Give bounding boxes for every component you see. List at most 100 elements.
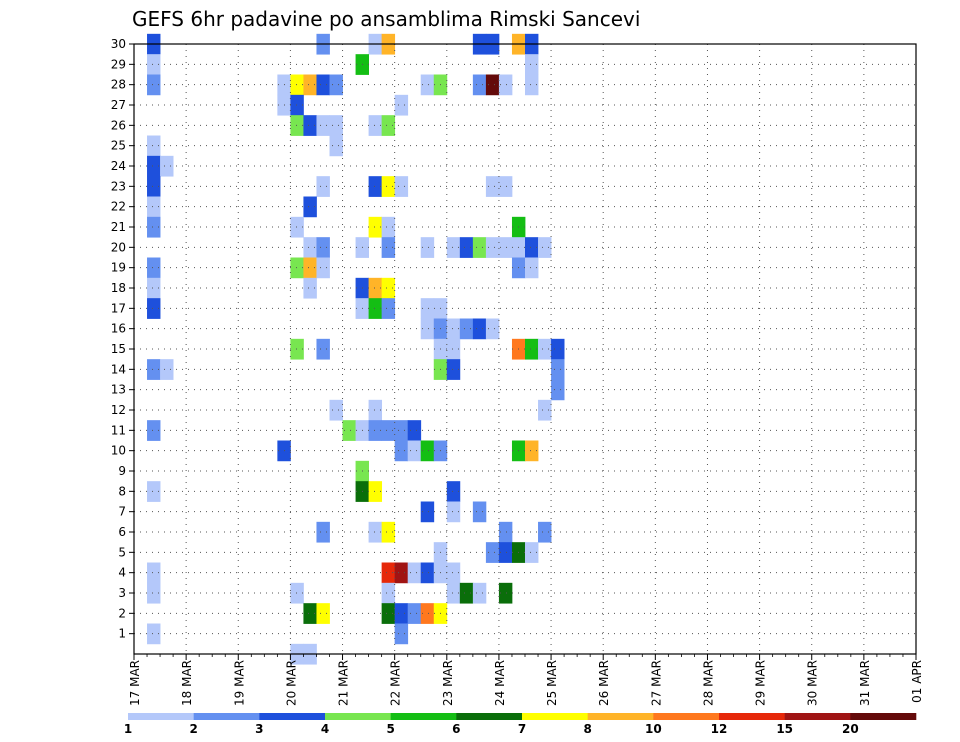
heatmap-cell: [446, 562, 461, 584]
heatmap-cell: [147, 135, 161, 157]
heatmap-cell: [329, 399, 343, 421]
heatmap-cell: [446, 359, 461, 380]
heatmap-cell: [303, 603, 317, 624]
heatmap-cell: [420, 237, 435, 258]
heatmap-cell: [446, 582, 461, 604]
x-tick-label: 23 MAR: [441, 660, 455, 706]
heatmap-cell: [147, 481, 161, 502]
y-tick-label: 28: [111, 78, 126, 92]
y-tick-label: 10: [111, 444, 126, 458]
heatmap-cell: [147, 359, 161, 380]
heatmap-cell: [459, 318, 474, 340]
heatmap-cell: [551, 359, 565, 380]
heatmap-cell: [407, 420, 422, 441]
heatmap-cell: [316, 74, 330, 96]
heatmap-cell: [420, 603, 435, 624]
heatmap-cell: [381, 603, 396, 624]
y-tick-label: 2: [118, 606, 126, 620]
heatmap-cell: [498, 542, 513, 563]
x-tick-label: 20 MAR: [284, 660, 298, 706]
heatmap-cell: [394, 176, 409, 197]
y-tick-label: 22: [111, 200, 126, 214]
heatmap-cell: [147, 298, 161, 319]
heatmap-cell: [538, 237, 552, 258]
y-tick-label: 26: [111, 118, 126, 132]
y-tick-label: 20: [111, 240, 126, 254]
heatmap-cell: [368, 420, 383, 441]
heatmap-cell: [420, 501, 435, 523]
legend-label: 15: [776, 722, 793, 736]
heatmap-cell: [407, 603, 422, 624]
heatmap-cell: [381, 582, 396, 604]
heatmap-cell: [459, 582, 474, 604]
heatmap-cell: [420, 318, 435, 340]
heatmap-cell: [303, 257, 317, 279]
x-tick-label: 24 MAR: [493, 660, 507, 706]
legend-swatch: [390, 713, 457, 720]
legend-label: 12: [711, 722, 728, 736]
legend-label: 6: [452, 722, 460, 736]
x-tick-label: 22 MAR: [389, 660, 403, 706]
heatmap-cell: [160, 155, 174, 177]
y-tick-label: 21: [111, 220, 126, 234]
y-tick-label: 24: [111, 159, 126, 173]
x-tick-label: 28 MAR: [702, 660, 716, 706]
heatmap-cell: [420, 298, 435, 319]
heatmap-cell: [459, 237, 474, 258]
heatmap-cell: [368, 481, 383, 502]
heatmap-cell: [446, 237, 461, 258]
heatmap-cell: [525, 338, 539, 360]
legend-swatch: [784, 713, 851, 720]
y-tick-label: 18: [111, 281, 126, 295]
legend-swatch: [128, 713, 194, 720]
legend-swatch: [719, 713, 785, 720]
y-tick-label: 27: [111, 98, 126, 112]
heatmap-cell: [368, 298, 383, 319]
y-tick-label: 5: [118, 545, 126, 559]
heatmap-cell: [316, 521, 330, 543]
heatmap-cell: [498, 521, 513, 543]
legend-swatch: [193, 713, 260, 720]
heatmap-cell: [147, 582, 161, 604]
heatmap-cell: [147, 54, 161, 75]
heatmap-cell: [147, 420, 161, 441]
legend-label: 5: [386, 722, 394, 736]
heatmap-cell: [303, 237, 317, 258]
x-tick-label: 30 MAR: [806, 660, 820, 706]
heatmap-cell: [407, 440, 422, 462]
y-tick-label: 4: [118, 566, 126, 580]
heatmap-cell: [147, 74, 161, 96]
legend-label: 7: [518, 722, 526, 736]
heatmap-cell: [394, 440, 409, 462]
heatmap-cell: [485, 318, 500, 340]
heatmap-cell: [368, 216, 383, 238]
heatmap-cell: [290, 115, 304, 136]
y-tick-label: 15: [111, 342, 126, 356]
heatmap-cell: [446, 338, 461, 360]
heatmap-cell: [316, 115, 330, 136]
heatmap-cell: [329, 115, 343, 136]
heatmap-cell: [420, 74, 435, 96]
y-tick-label: 19: [111, 261, 126, 275]
legend-swatch: [587, 713, 654, 720]
y-tick-label: 16: [111, 322, 126, 336]
heatmap-cells: [147, 33, 565, 665]
heatmap-cell: [485, 176, 500, 197]
heatmap-cell: [381, 176, 396, 197]
heatmap-cell: [368, 176, 383, 197]
heatmap-cell: [303, 196, 317, 218]
heatmap-cell: [525, 54, 539, 75]
grid-lines: [134, 43, 916, 654]
heatmap-cell: [303, 74, 317, 96]
heatmap-cell: [147, 196, 161, 218]
heatmap-cell: [525, 74, 539, 96]
heatmap-cell: [394, 94, 409, 116]
heatmap-cell: [147, 155, 161, 177]
heatmap-cell: [329, 135, 343, 157]
y-axis: 1234567891011121314151617181920212223242…: [111, 37, 134, 641]
heatmap-cell: [394, 603, 409, 624]
heatmap-cell: [538, 521, 552, 543]
y-tick-label: 14: [111, 362, 126, 376]
heatmap-cell: [316, 237, 330, 258]
